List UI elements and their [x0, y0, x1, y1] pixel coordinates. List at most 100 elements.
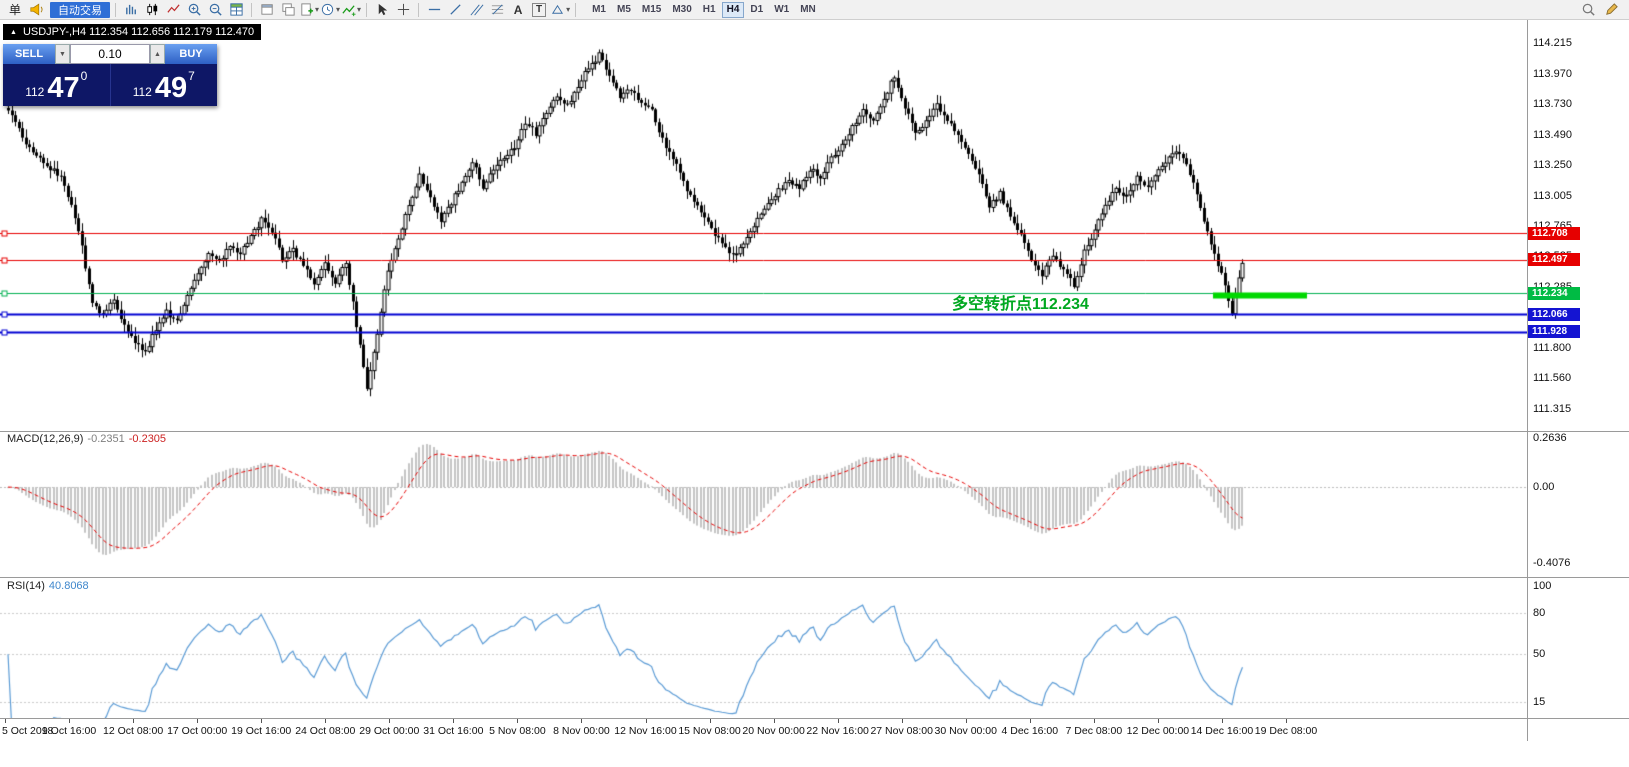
- timeframe-m30[interactable]: M30: [672, 4, 692, 15]
- channel-tool-button[interactable]: [466, 1, 486, 19]
- chart-title: USDJPY-,H4 112.354 112.656 112.179 112.4…: [22, 26, 255, 38]
- volume-decrease-button[interactable]: ▼: [55, 44, 70, 64]
- time-axis-tick: [1093, 719, 1095, 723]
- zoom-in-button[interactable]: [184, 1, 204, 19]
- time-axis-label: 8 Nov 00:00: [553, 725, 610, 737]
- price-tag: 111.928: [1528, 325, 1580, 339]
- time-axis-tick: [1286, 719, 1287, 723]
- timeframe-group: M1 M5 M15 M30 H1 H4 D1 W1 MN: [587, 1, 821, 18]
- autotrade-horn-button[interactable]: [27, 1, 47, 19]
- time-axis-label: 19 Oct 16:00: [231, 725, 292, 737]
- time-axis-tick: [133, 719, 135, 723]
- candlestick-mode-button[interactable]: [142, 1, 162, 19]
- new-chart-window-button[interactable]: [257, 1, 277, 19]
- autotrade-button[interactable]: 自动交易: [50, 1, 111, 18]
- time-axis-tick: [389, 719, 391, 723]
- text-tool-button[interactable]: A: [513, 2, 523, 17]
- price-chart-canvas[interactable]: [0, 20, 1527, 431]
- menu-label[interactable]: 单: [9, 3, 22, 17]
- time-axis-tick: [453, 719, 455, 723]
- trendline-tool-button[interactable]: [445, 1, 465, 19]
- volume-increase-button[interactable]: ▲: [150, 44, 165, 64]
- timeframe-w1[interactable]: W1: [774, 4, 790, 15]
- shapes-tool-button[interactable]: ▾: [550, 1, 570, 19]
- price-axis-label: 111.800: [1533, 341, 1572, 354]
- sell-price-pip: 0: [80, 69, 88, 83]
- sell-price-big: 47: [47, 72, 80, 105]
- buy-price-display[interactable]: 112 49 7: [109, 64, 218, 106]
- time-axis-label: 19 Dec 08:00: [1254, 725, 1318, 737]
- horizontal-line-icon: [428, 8, 440, 11]
- time-axis-label: 31 Oct 16:00: [423, 725, 484, 737]
- crosshair-tool-button[interactable]: [393, 1, 413, 19]
- pane-divider[interactable]: [0, 577, 1629, 578]
- line-chart-mode-button[interactable]: [163, 1, 183, 19]
- tile-windows-button[interactable]: [226, 1, 246, 19]
- fibonacci-tool-button[interactable]: [487, 1, 507, 19]
- timeframe-m1[interactable]: M1: [592, 4, 606, 15]
- one-click-trading-panel: SELL ▼ ▲ BUY 112 47 0 112 49 7: [3, 44, 217, 106]
- rsi-axis-label: 15: [1533, 696, 1546, 709]
- pivot-annotation-text: 多空转折点112.234: [952, 296, 1089, 313]
- edit-button[interactable]: [1601, 1, 1621, 19]
- collapse-icon: ▲: [10, 28, 17, 36]
- bar-chart-mode-button[interactable]: [121, 1, 141, 19]
- buy-button[interactable]: BUY: [165, 44, 217, 64]
- search-button[interactable]: [1578, 1, 1598, 19]
- time-axis-label: 22 Nov 16:00: [806, 725, 869, 737]
- toolbar-separator: [251, 2, 253, 17]
- time-axis-tick: [325, 719, 327, 723]
- timeframe-h1[interactable]: H1: [702, 4, 716, 15]
- time-axis-tick: [837, 719, 839, 723]
- time-axis-tick: [773, 719, 775, 723]
- cursor-icon: [378, 3, 387, 16]
- sell-price-display[interactable]: 112 47 0: [3, 64, 110, 106]
- time-axis-label: 12 Dec 00:00: [1126, 725, 1190, 737]
- zoom-in-icon: [188, 3, 201, 16]
- macd-signal-value: -0.2305: [128, 433, 167, 445]
- timeframe-m15[interactable]: M15: [641, 4, 662, 15]
- timeframe-mn[interactable]: MN: [800, 4, 816, 15]
- price-axis-label: 113.730: [1533, 98, 1572, 111]
- time-axis-tick: [965, 719, 967, 723]
- volume-input[interactable]: [70, 44, 150, 64]
- time-axis[interactable]: 5 Oct 2018 9 Oct 16:00 12 Oct 08:00 17 Oct …: [0, 719, 1527, 743]
- time-axis-tick: [517, 719, 519, 723]
- price-axis[interactable]: 114.215 113.970 113.730 113.490 113.250 113.0…: [1527, 0, 1629, 745]
- price-tag: 112.234: [1528, 286, 1580, 300]
- timeframe-h4[interactable]: H4: [721, 1, 745, 18]
- price-axis-label: 111.560: [1533, 372, 1572, 385]
- indicators-icon: [342, 5, 356, 17]
- chart-title-bar[interactable]: ▲ USDJPY-,H4 112.354 112.656 112.179 112…: [3, 24, 262, 40]
- timeframe-d1[interactable]: D1: [750, 4, 764, 15]
- macd-indicator-name: MACD(12,26,9): [7, 433, 84, 445]
- toolbar-separator: [115, 2, 117, 17]
- label-tool-button[interactable]: T: [529, 1, 549, 19]
- window-icon: [260, 4, 273, 15]
- new-order-button[interactable]: ▾: [299, 1, 319, 19]
- timeframe-m5[interactable]: M5: [616, 4, 631, 15]
- time-axis-label: 14 Dec 16:00: [1190, 725, 1254, 737]
- arrow-up-icon: ▲: [154, 50, 161, 58]
- time-axis-label: 7 Dec 08:00: [1065, 725, 1123, 737]
- indicators-button[interactable]: ▾: [341, 1, 361, 19]
- chart-profile-button[interactable]: [278, 1, 298, 19]
- time-axis-label: 5 Oct 2018: [2, 725, 54, 737]
- buy-price-big: 49: [154, 72, 188, 105]
- clock-icon: [321, 3, 334, 16]
- price-tag: 112.497: [1528, 253, 1580, 267]
- rsi-indicator-canvas[interactable]: [0, 578, 1527, 718]
- time-axis-label: 12 Nov 16:00: [614, 725, 677, 737]
- pane-divider[interactable]: [0, 431, 1629, 432]
- time-axis-tick: [645, 719, 647, 723]
- toolbar-separator: [418, 2, 420, 17]
- cursor-tool-button[interactable]: [372, 1, 392, 19]
- sell-button[interactable]: SELL: [3, 44, 55, 64]
- horizontal-line-tool-button[interactable]: [424, 1, 444, 19]
- bar-chart-icon: [125, 4, 136, 15]
- macd-indicator-canvas[interactable]: [0, 432, 1527, 577]
- zoom-out-button[interactable]: [205, 1, 225, 19]
- period-clock-button[interactable]: ▾: [320, 1, 340, 19]
- zoom-out-icon: [209, 3, 222, 16]
